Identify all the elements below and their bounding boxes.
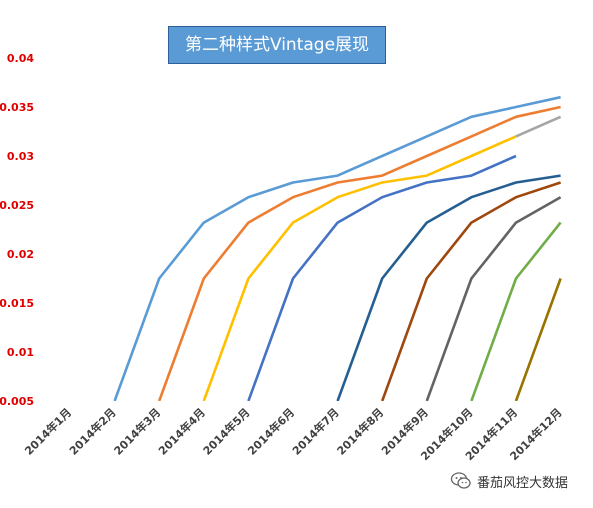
chart-title: 第二种样式Vintage展现	[168, 26, 386, 64]
watermark: 番茄风控大数据	[450, 470, 568, 492]
series-line-4	[202, 135, 517, 401]
x-tick-label: 2014年4月	[155, 405, 208, 458]
series-line-10	[514, 278, 562, 401]
series-line-1	[113, 95, 561, 401]
x-tick-label: 2014年8月	[334, 405, 387, 458]
wechat-icon	[450, 472, 471, 489]
series-line-5	[247, 154, 517, 401]
y-tick-label: 0.005	[0, 395, 34, 408]
x-tick-label: 2014年7月	[289, 405, 342, 458]
series-line-3	[515, 115, 562, 138]
series-line-6	[336, 174, 561, 401]
y-tick-label: 0.025	[0, 199, 34, 212]
y-tick-label: 0.02	[7, 248, 34, 261]
y-tick-label: 0.035	[0, 101, 34, 114]
series-line-9	[470, 221, 562, 401]
x-tick-label: 2014年2月	[66, 405, 119, 458]
x-tick-label: 2014年1月	[22, 405, 75, 458]
y-tick-label: 0.03	[7, 150, 34, 163]
y-tick-label: 0.015	[0, 297, 34, 310]
x-tick-label: 2014年6月	[245, 405, 298, 458]
x-tick-label: 2014年3月	[111, 405, 164, 458]
series-line-7	[380, 181, 562, 401]
series-line-8	[425, 196, 562, 401]
x-tick-label: 2014年5月	[200, 405, 253, 458]
y-tick-label: 0.04	[7, 52, 34, 65]
y-tick-label: 0.01	[7, 346, 34, 359]
watermark-text: 番茄风控大数据	[477, 475, 569, 491]
series-line-2	[157, 105, 561, 401]
